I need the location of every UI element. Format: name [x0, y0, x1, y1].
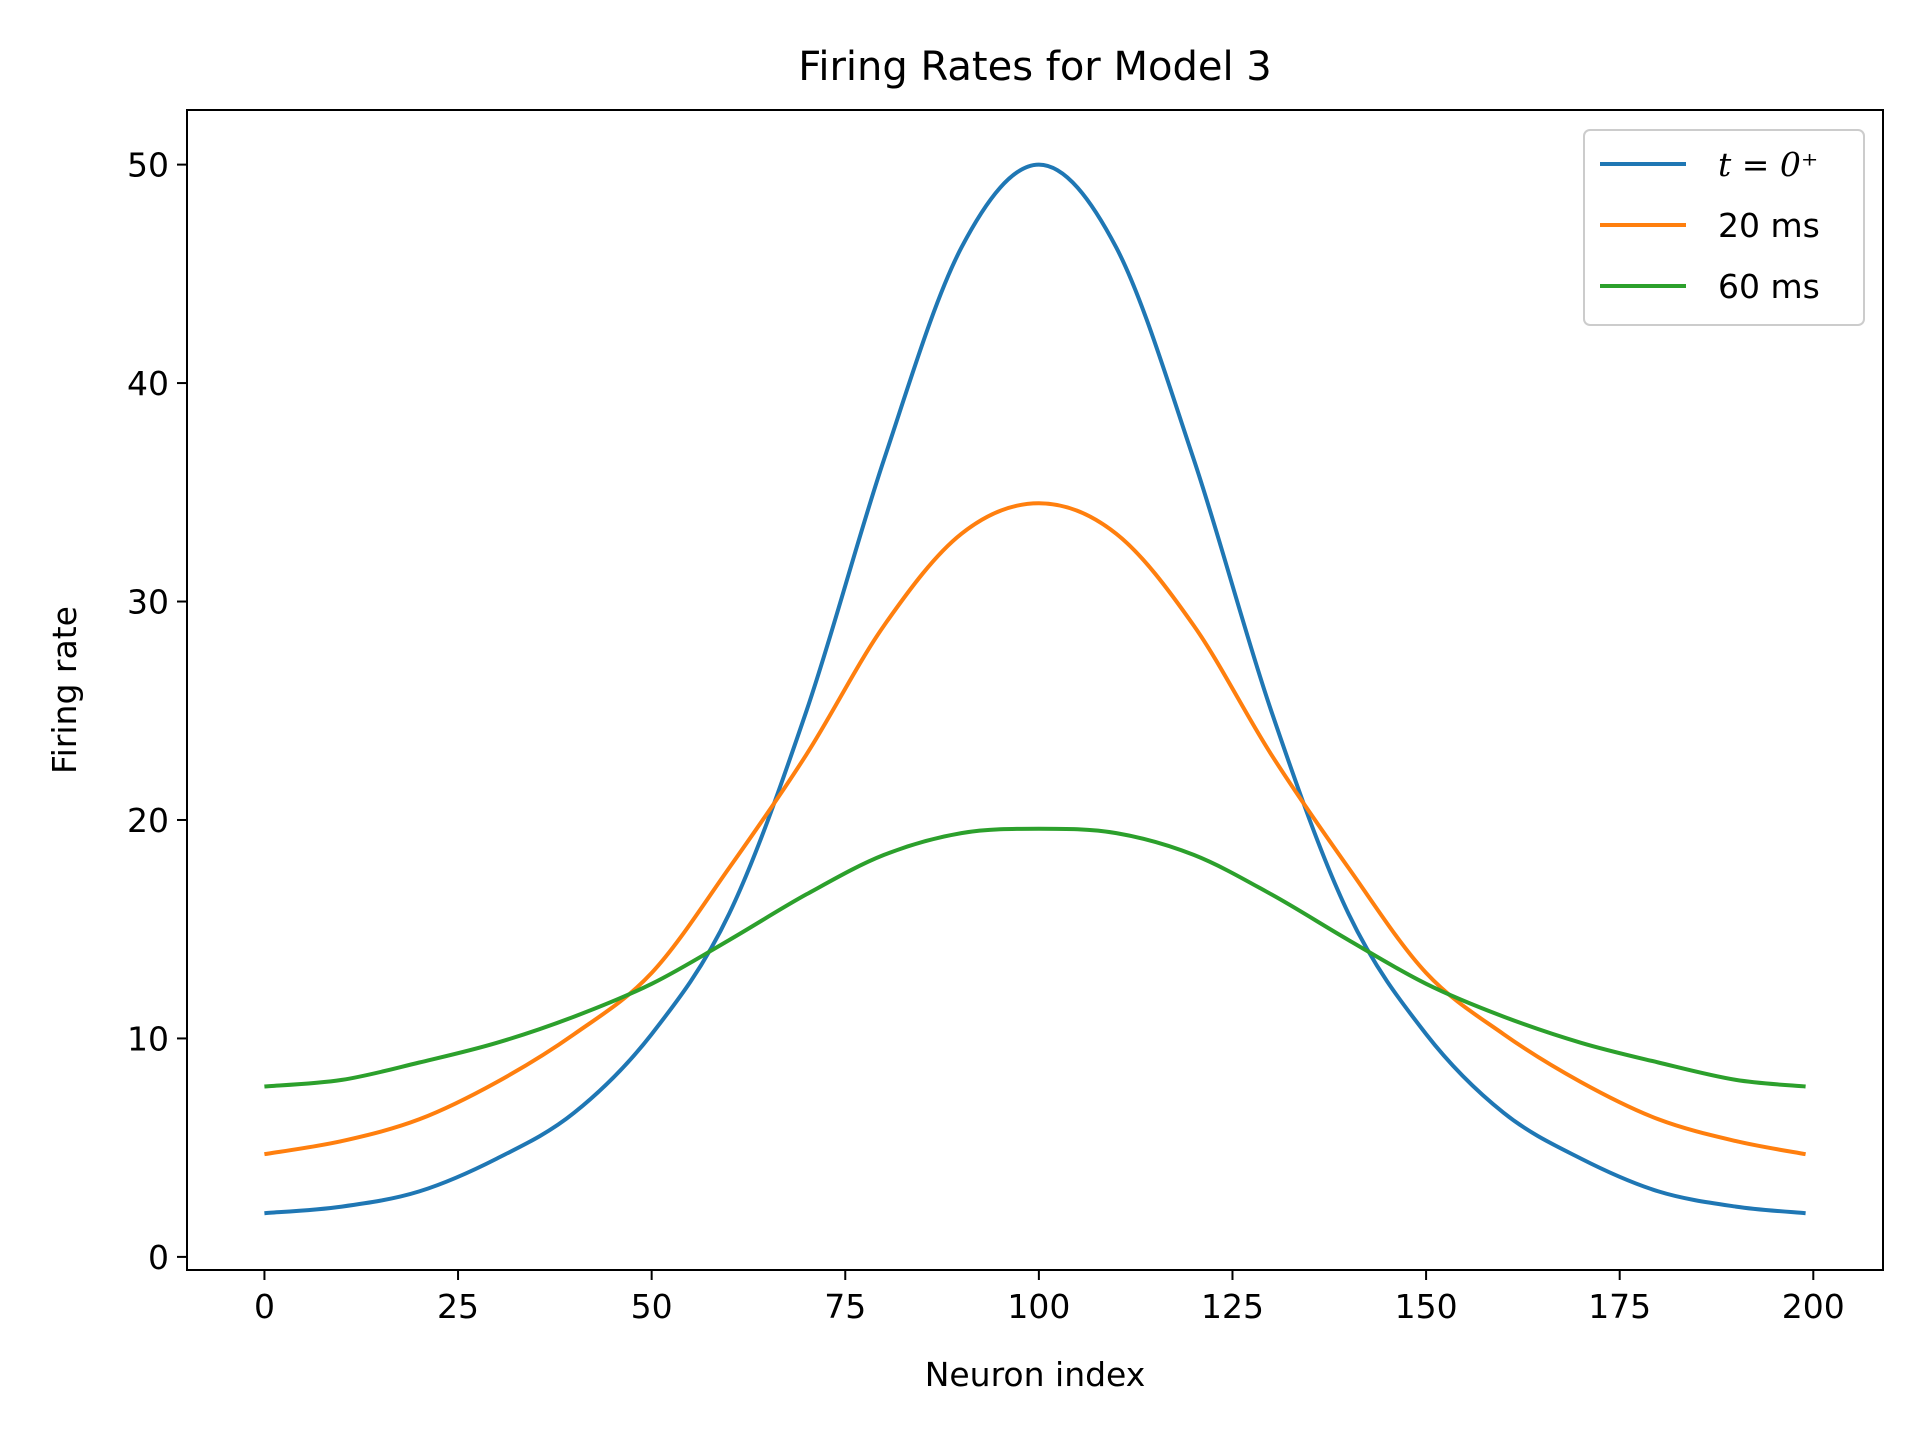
y-tick-label: 40: [127, 364, 169, 403]
plot-lines: [264, 162, 1806, 1216]
x-tick-label: 125: [1201, 1287, 1264, 1326]
y-axis-label: Firing rate: [45, 606, 84, 774]
series-line-20ms: [264, 501, 1806, 1157]
y-tick-label: 10: [127, 1019, 169, 1058]
legend-label-t0: t = 0⁺: [1718, 145, 1818, 184]
x-tick-label: 25: [437, 1287, 479, 1326]
y-tick-label: 20: [127, 801, 169, 840]
x-tick-label: 75: [824, 1287, 866, 1326]
x-tick-label: 0: [254, 1287, 275, 1326]
legend: t = 0⁺ 20 ms 60 ms: [1583, 129, 1865, 326]
x-axis-label: Neuron index: [925, 1355, 1146, 1394]
series-line-60ms: [264, 826, 1806, 1089]
legend-label-20ms: 20 ms: [1718, 206, 1820, 245]
x-tick-label: 175: [1588, 1287, 1651, 1326]
x-axis-ticks: 0 25 50 75 100 125 150 175 200: [254, 1270, 1845, 1326]
x-tick-label: 100: [1007, 1287, 1070, 1326]
x-tick-label: 150: [1395, 1287, 1458, 1326]
y-axis-ticks: 0 10 20 30 40 50: [127, 146, 187, 1277]
y-tick-label: 50: [127, 146, 169, 185]
x-tick-label: 50: [631, 1287, 673, 1326]
series-line-t0: [264, 162, 1806, 1216]
chart-title: Firing Rates for Model 3: [798, 44, 1271, 90]
x-tick-label: 200: [1782, 1287, 1845, 1326]
legend-box: [1583, 129, 1865, 326]
y-tick-label: 30: [127, 583, 169, 622]
axes-frame: [186, 109, 1884, 1271]
y-tick-label: 0: [148, 1238, 169, 1277]
legend-label-60ms: 60 ms: [1718, 267, 1820, 306]
